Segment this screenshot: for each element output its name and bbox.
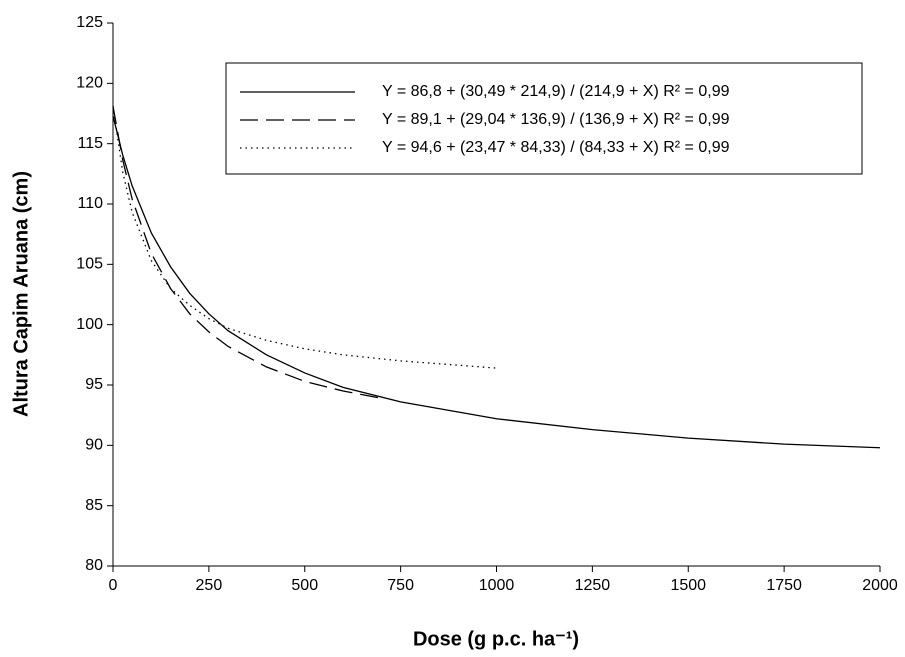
x-tick-label: 1000 (479, 577, 515, 594)
y-tick-label: 105 (76, 256, 103, 273)
legend-box (225, 62, 863, 175)
x-tick-label: 0 (109, 577, 118, 594)
y-tick-label: 90 (85, 437, 103, 454)
line-series (112, 106, 497, 369)
x-tick-label: 1750 (766, 577, 802, 594)
x-tick-label: 1250 (575, 577, 611, 594)
y-tick-label: 85 (85, 497, 103, 514)
x-tick-label: 750 (387, 577, 414, 594)
y-tick-label: 100 (76, 316, 103, 333)
x-tick-label: 2000 (862, 577, 898, 594)
x-tick-label: 500 (291, 577, 318, 594)
legend-label: Y = 89,1 + (29,04 * 136,9) / (136,9 + X)… (382, 111, 730, 128)
x-tick-label: 250 (196, 577, 223, 594)
legend-label: Y = 86,8 + (30,49 * 214,9) / (214,9 + X)… (382, 83, 730, 100)
y-tick-label: 120 (76, 75, 103, 92)
x-tick-label: 1500 (670, 577, 706, 594)
y-tick-label: 110 (77, 195, 103, 212)
y-tick-label: 80 (85, 557, 103, 574)
y-axis-title: Altura Capim Aruana (cm) (10, 171, 32, 417)
x-axis-title: Dose (g p.c. ha⁻¹) (413, 628, 579, 650)
legend-label: Y = 94,6 + (23,47 * 84,33) / (84,33 + X)… (382, 139, 730, 156)
y-tick-label: 125 (76, 14, 103, 31)
y-tick-label: 115 (77, 135, 103, 152)
y-tick-label: 95 (85, 376, 103, 393)
line-series (112, 115, 881, 449)
line-series (112, 106, 382, 399)
